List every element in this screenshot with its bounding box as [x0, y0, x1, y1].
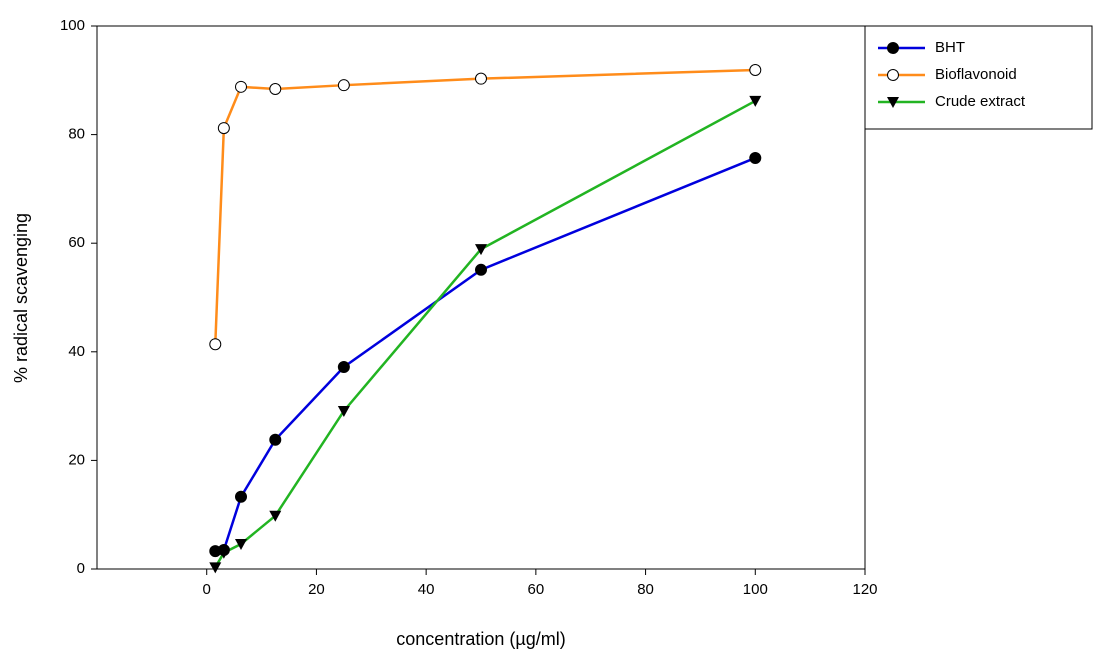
x-tick-label: 20 — [308, 581, 325, 598]
data-point — [337, 361, 350, 374]
data-point — [235, 539, 247, 551]
data-point — [337, 405, 350, 417]
legend-label: Bioflavonoid — [935, 66, 1017, 83]
series-line — [215, 156, 756, 553]
legend-marker — [887, 42, 899, 54]
data-point — [209, 338, 222, 351]
data-point — [475, 72, 487, 85]
data-point — [269, 510, 282, 522]
data-point — [475, 263, 487, 276]
y-tick-label: 40 — [68, 343, 85, 360]
data-point — [269, 82, 282, 95]
x-tick-label: 100 — [743, 581, 768, 598]
x-tick-label: 120 — [852, 581, 877, 598]
data-point — [209, 562, 222, 574]
data-point — [337, 79, 350, 92]
plot-frame — [96, 25, 866, 570]
x-tick-label: 80 — [637, 581, 654, 598]
data-point — [217, 547, 230, 559]
y-tick-label: 60 — [68, 234, 85, 251]
series-line — [214, 99, 756, 569]
y-axis-title: % radical scavenging — [11, 213, 31, 383]
x-tick-label: 40 — [418, 581, 435, 598]
data-point — [749, 95, 762, 107]
legend-label: BHT — [935, 39, 965, 56]
legend-box — [864, 25, 1093, 130]
data-point — [749, 151, 762, 164]
y-tick-label: 20 — [68, 451, 85, 468]
x-tick-label: 60 — [528, 581, 545, 598]
data-point — [269, 433, 282, 446]
legend-marker — [887, 97, 899, 108]
data-point — [749, 63, 762, 76]
y-tick-label: 0 — [77, 560, 85, 577]
y-tick-label: 80 — [68, 126, 85, 143]
data-point — [235, 80, 247, 93]
data-point — [475, 244, 487, 256]
legend-marker — [887, 69, 899, 81]
data-point — [235, 490, 247, 503]
data-point — [217, 122, 230, 135]
series-line — [214, 68, 756, 345]
y-tick-label: 100 — [60, 17, 85, 34]
x-tick-label: 0 — [203, 581, 211, 598]
x-axis-title: concentration (µg/ml) — [396, 629, 565, 649]
legend-label: Crude extract — [935, 93, 1026, 110]
